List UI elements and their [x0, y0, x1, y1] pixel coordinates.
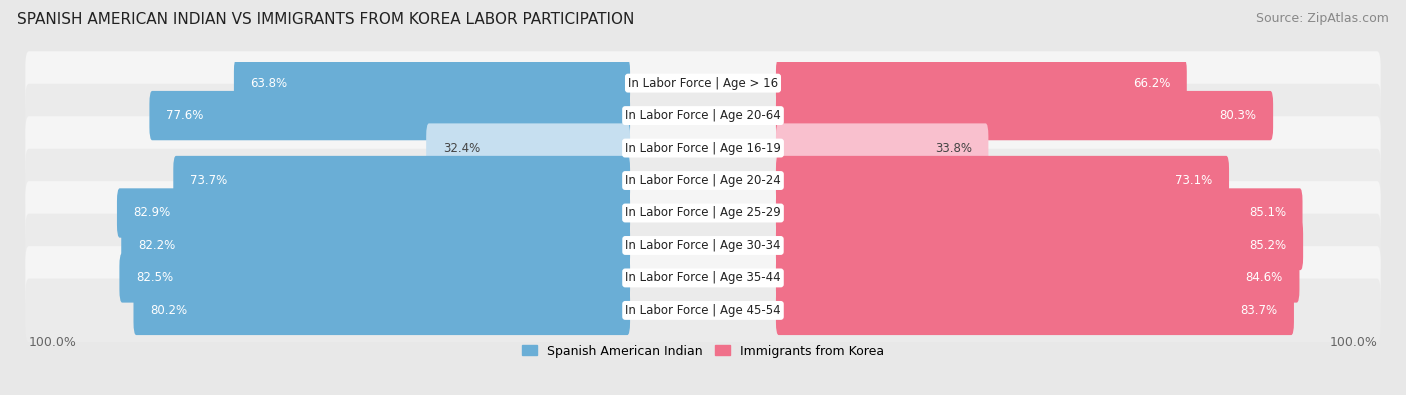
FancyBboxPatch shape [149, 91, 630, 140]
FancyBboxPatch shape [25, 149, 1381, 213]
Text: 100.0%: 100.0% [28, 337, 77, 349]
FancyBboxPatch shape [120, 253, 630, 303]
FancyBboxPatch shape [776, 253, 1299, 303]
FancyBboxPatch shape [776, 156, 1229, 205]
FancyBboxPatch shape [776, 188, 1302, 238]
Text: 83.7%: 83.7% [1240, 304, 1278, 317]
Text: 33.8%: 33.8% [935, 141, 972, 154]
FancyBboxPatch shape [776, 123, 988, 173]
FancyBboxPatch shape [25, 84, 1381, 147]
Text: 80.3%: 80.3% [1219, 109, 1257, 122]
Text: 84.6%: 84.6% [1246, 271, 1282, 284]
FancyBboxPatch shape [173, 156, 630, 205]
Text: In Labor Force | Age 16-19: In Labor Force | Age 16-19 [626, 141, 780, 154]
Text: 63.8%: 63.8% [250, 77, 288, 90]
Text: 85.2%: 85.2% [1250, 239, 1286, 252]
Text: In Labor Force | Age > 16: In Labor Force | Age > 16 [628, 77, 778, 90]
Text: In Labor Force | Age 35-44: In Labor Force | Age 35-44 [626, 271, 780, 284]
FancyBboxPatch shape [25, 278, 1381, 342]
FancyBboxPatch shape [25, 214, 1381, 277]
Text: 100.0%: 100.0% [1329, 337, 1378, 349]
Text: 73.1%: 73.1% [1175, 174, 1212, 187]
Text: 73.7%: 73.7% [190, 174, 226, 187]
Text: 66.2%: 66.2% [1133, 77, 1170, 90]
FancyBboxPatch shape [776, 221, 1303, 270]
FancyBboxPatch shape [117, 188, 630, 238]
Text: 82.9%: 82.9% [134, 207, 170, 220]
Text: In Labor Force | Age 45-54: In Labor Force | Age 45-54 [626, 304, 780, 317]
Text: 80.2%: 80.2% [150, 304, 187, 317]
Text: SPANISH AMERICAN INDIAN VS IMMIGRANTS FROM KOREA LABOR PARTICIPATION: SPANISH AMERICAN INDIAN VS IMMIGRANTS FR… [17, 12, 634, 27]
Text: 82.5%: 82.5% [136, 271, 173, 284]
Text: In Labor Force | Age 25-29: In Labor Force | Age 25-29 [626, 207, 780, 220]
FancyBboxPatch shape [25, 246, 1381, 310]
Text: In Labor Force | Age 20-24: In Labor Force | Age 20-24 [626, 174, 780, 187]
FancyBboxPatch shape [134, 286, 630, 335]
Text: In Labor Force | Age 30-34: In Labor Force | Age 30-34 [626, 239, 780, 252]
FancyBboxPatch shape [426, 123, 630, 173]
FancyBboxPatch shape [233, 58, 630, 108]
FancyBboxPatch shape [121, 221, 630, 270]
FancyBboxPatch shape [25, 51, 1381, 115]
FancyBboxPatch shape [25, 181, 1381, 245]
Text: 82.2%: 82.2% [138, 239, 174, 252]
Text: 85.1%: 85.1% [1249, 207, 1286, 220]
Text: 32.4%: 32.4% [443, 141, 479, 154]
Text: 77.6%: 77.6% [166, 109, 204, 122]
FancyBboxPatch shape [776, 91, 1272, 140]
FancyBboxPatch shape [776, 286, 1294, 335]
Text: Source: ZipAtlas.com: Source: ZipAtlas.com [1256, 12, 1389, 25]
FancyBboxPatch shape [25, 116, 1381, 180]
Legend: Spanish American Indian, Immigrants from Korea: Spanish American Indian, Immigrants from… [517, 340, 889, 363]
FancyBboxPatch shape [776, 58, 1187, 108]
Text: In Labor Force | Age 20-64: In Labor Force | Age 20-64 [626, 109, 780, 122]
